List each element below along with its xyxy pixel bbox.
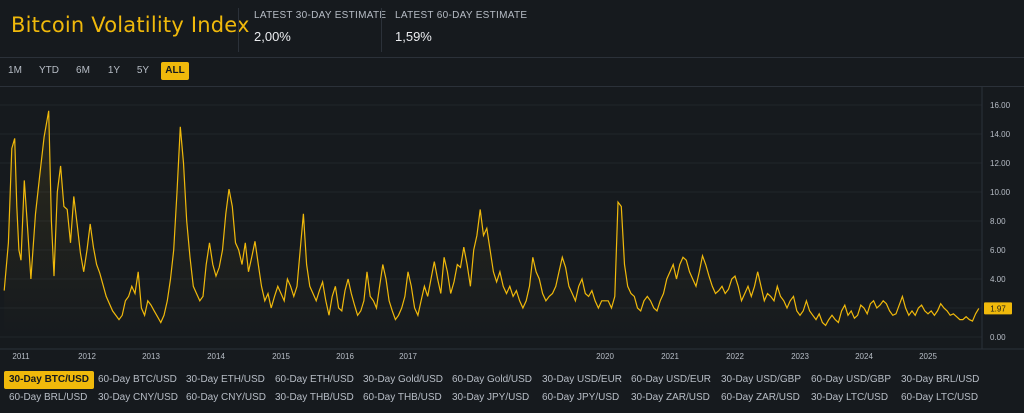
x-tick-label: 2014 xyxy=(207,352,225,361)
pair-tab[interactable]: 60-Day LTC/USD xyxy=(901,392,979,403)
pair-tab[interactable]: 60-Day THB/USD xyxy=(363,392,442,403)
volatility-line xyxy=(3,110,980,327)
y-tick-label: 14.00 xyxy=(990,130,1011,139)
pair-tab[interactable]: 30-Day ETH/USD xyxy=(186,374,265,385)
y-tick-label: 16.00 xyxy=(990,101,1011,110)
pair-tab[interactable]: 30-Day USD/GBP xyxy=(721,374,802,385)
x-tick-label: 2013 xyxy=(142,352,160,361)
pair-tab[interactable]: 30-Day USD/EUR xyxy=(542,374,623,385)
chart-canvas[interactable]: 0.002.004.006.008.0010.0012.0014.0016.00… xyxy=(0,87,1024,367)
pair-tab[interactable]: 30-Day LTC/USD xyxy=(811,392,889,403)
stat-60-day-value: 1,59% xyxy=(395,29,432,44)
pair-tab[interactable]: 30-Day THB/USD xyxy=(275,392,354,403)
x-tick-label: 2011 xyxy=(12,352,30,361)
stat-30-day: LATEST 30-DAY ESTIMATE 2,00% xyxy=(254,10,386,44)
x-tick-label: 2021 xyxy=(661,352,679,361)
y-tick-label: 12.00 xyxy=(990,159,1011,168)
x-tick-label: 2023 xyxy=(791,352,809,361)
pair-tab[interactable]: 30-Day BRL/USD xyxy=(901,374,980,385)
pair-tab[interactable]: 30-Day Gold/USD xyxy=(363,374,444,385)
x-tick-label: 2024 xyxy=(855,352,873,361)
header-divider xyxy=(381,8,382,52)
volatility-area xyxy=(4,110,979,337)
y-tick-label: 8.00 xyxy=(990,217,1006,226)
y-tick-label: 4.00 xyxy=(990,275,1006,284)
range-1m-button[interactable]: 1M xyxy=(8,65,22,76)
x-tick-label: 2012 xyxy=(78,352,96,361)
pair-tab[interactable]: 30-Day ZAR/USD xyxy=(631,392,710,403)
range-all-button[interactable]: ALL xyxy=(161,62,189,80)
x-tick-label: 2025 xyxy=(919,352,937,361)
pair-tab[interactable]: 60-Day CNY/USD xyxy=(186,392,267,403)
stat-60-day-label: LATEST 60-DAY ESTIMATE xyxy=(395,10,528,21)
pair-tab[interactable]: 60-Day BRL/USD xyxy=(9,392,88,403)
pair-tab[interactable]: 60-Day Gold/USD xyxy=(452,374,533,385)
x-tick-label: 2016 xyxy=(336,352,354,361)
header-bar: Bitcoin Volatility Index LATEST 30-DAY E… xyxy=(0,0,1024,58)
last-value-label: 1.97 xyxy=(990,304,1006,313)
pair-tab[interactable]: 60-Day USD/GBP xyxy=(811,374,892,385)
y-tick-label: 10.00 xyxy=(990,188,1011,197)
last-value-badge xyxy=(984,302,1012,315)
x-tick-label: 2022 xyxy=(726,352,744,361)
pair-tab[interactable]: 60-Day ZAR/USD xyxy=(721,392,800,403)
x-tick-label: 2015 xyxy=(272,352,290,361)
range-5y-button[interactable]: 5Y xyxy=(136,65,150,76)
volatility-chart[interactable]: 0.002.004.006.008.0010.0012.0014.0016.00… xyxy=(0,86,1024,366)
y-tick-label: 6.00 xyxy=(990,246,1006,255)
pair-tab[interactable]: 30-Day JPY/USD xyxy=(452,392,530,403)
stat-30-day-label: LATEST 30-DAY ESTIMATE xyxy=(254,10,387,21)
pair-tab[interactable]: 30-Day BTC/USD xyxy=(4,371,95,389)
page-title: Bitcoin Volatility Index xyxy=(11,13,250,37)
pair-tab[interactable]: 30-Day CNY/USD xyxy=(98,392,179,403)
stat-30-day-value: 2,00% xyxy=(254,29,291,44)
y-tick-label: 0.00 xyxy=(990,333,1006,342)
range-1y-button[interactable]: 1Y xyxy=(107,65,121,76)
pair-tab[interactable]: 60-Day USD/EUR xyxy=(631,374,712,385)
pair-tab[interactable]: 60-Day ETH/USD xyxy=(275,374,354,385)
x-tick-label: 2017 xyxy=(399,352,417,361)
pair-tab[interactable]: 60-Day JPY/USD xyxy=(542,392,620,403)
header-divider xyxy=(238,8,239,52)
pair-tabs: 30-Day BTC/USD 60-Day BTC/USD 30-Day ETH/U… xyxy=(0,369,1024,413)
stat-60-day: LATEST 60-DAY ESTIMATE 1,59% xyxy=(395,10,527,44)
pair-tab[interactable]: 60-Day BTC/USD xyxy=(98,374,177,385)
range-ytd-button[interactable]: YTD xyxy=(39,65,59,76)
range-6m-button[interactable]: 6M xyxy=(76,65,90,76)
x-tick-label: 2020 xyxy=(596,352,614,361)
